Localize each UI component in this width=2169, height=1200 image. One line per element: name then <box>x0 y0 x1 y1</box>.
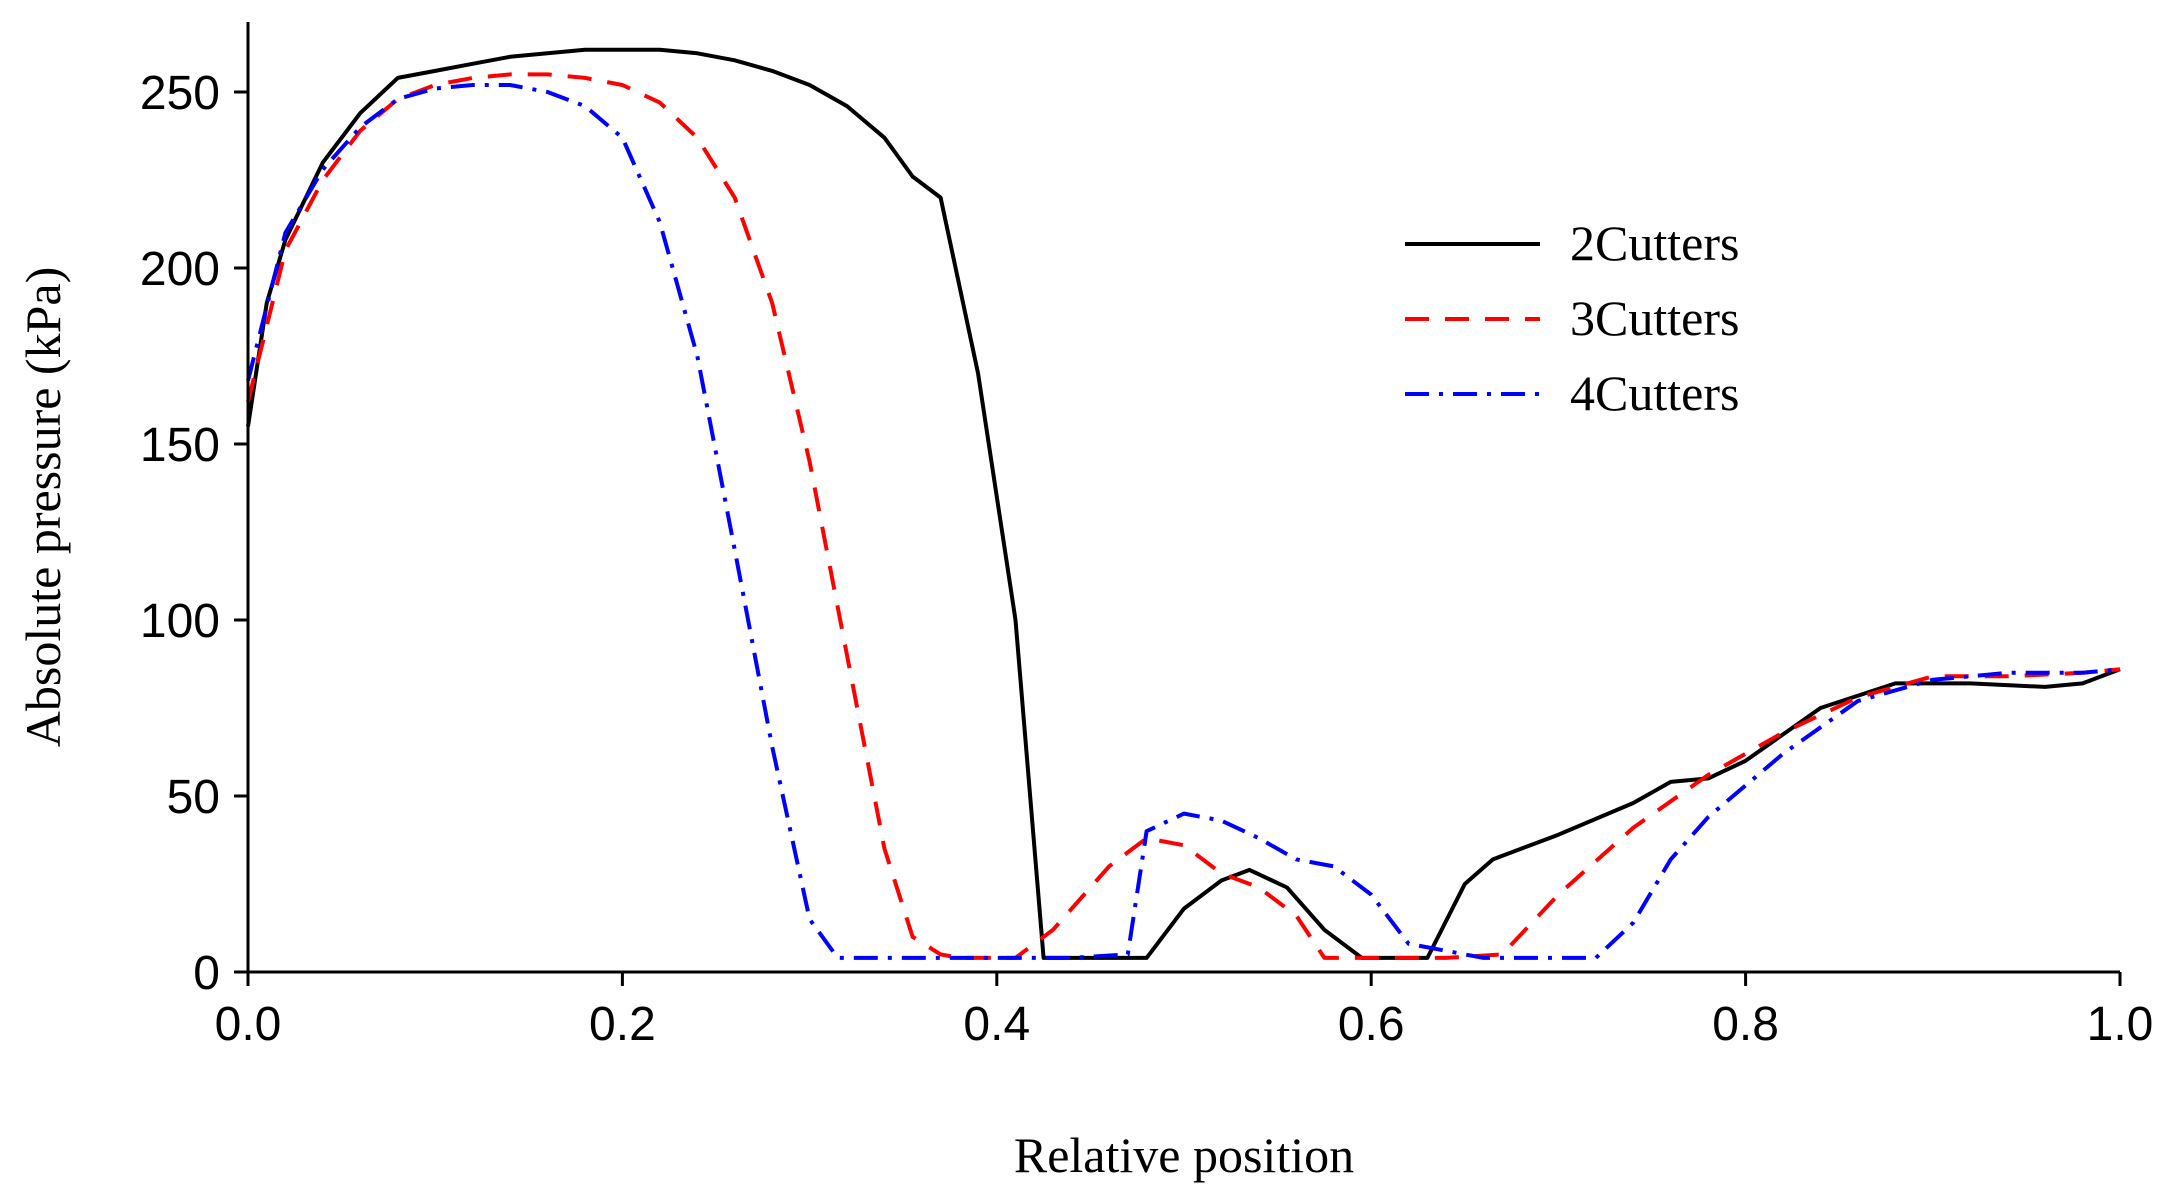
legend: 2Cutters 3Cutters 4Cutters <box>1405 215 1739 421</box>
x-tick-label: 0.8 <box>1712 998 1779 1051</box>
y-tick-label: 200 <box>140 243 220 296</box>
series-line-2Cutters <box>246 47 2121 960</box>
x-tick-label: 0.4 <box>963 998 1030 1051</box>
x-tick-label: 0.0 <box>215 998 282 1051</box>
y-ticks: 0 50 100 150 200 250 <box>140 67 248 1000</box>
y-tick-label: 50 <box>167 771 220 824</box>
y-tick-label: 0 <box>193 947 220 1000</box>
y-tick-label: 100 <box>140 595 220 648</box>
x-tick-label: 1.0 <box>2087 998 2154 1051</box>
legend-label-4Cutters: 4Cutters <box>1570 365 1739 421</box>
series-line-3Cutters <box>246 72 2121 960</box>
y-axis-title: Absolute pressure (kPa) <box>15 267 71 747</box>
axes-frame <box>246 22 2120 974</box>
legend-label-2Cutters: 2Cutters <box>1570 215 1739 271</box>
series-layer <box>246 47 2121 960</box>
y-tick-label: 250 <box>140 67 220 120</box>
series-line-4Cutters <box>246 83 2121 960</box>
legend-label-3Cutters: 3Cutters <box>1570 290 1739 346</box>
axes-layer <box>246 22 2120 974</box>
x-tick-label: 0.6 <box>1338 998 1405 1051</box>
y-tick-label: 150 <box>140 419 220 472</box>
x-ticks: 0.0 0.2 0.4 0.6 0.8 1.0 <box>215 972 2154 1051</box>
x-tick-label: 0.2 <box>589 998 656 1051</box>
x-axis-title: Relative position <box>1014 1127 1354 1183</box>
